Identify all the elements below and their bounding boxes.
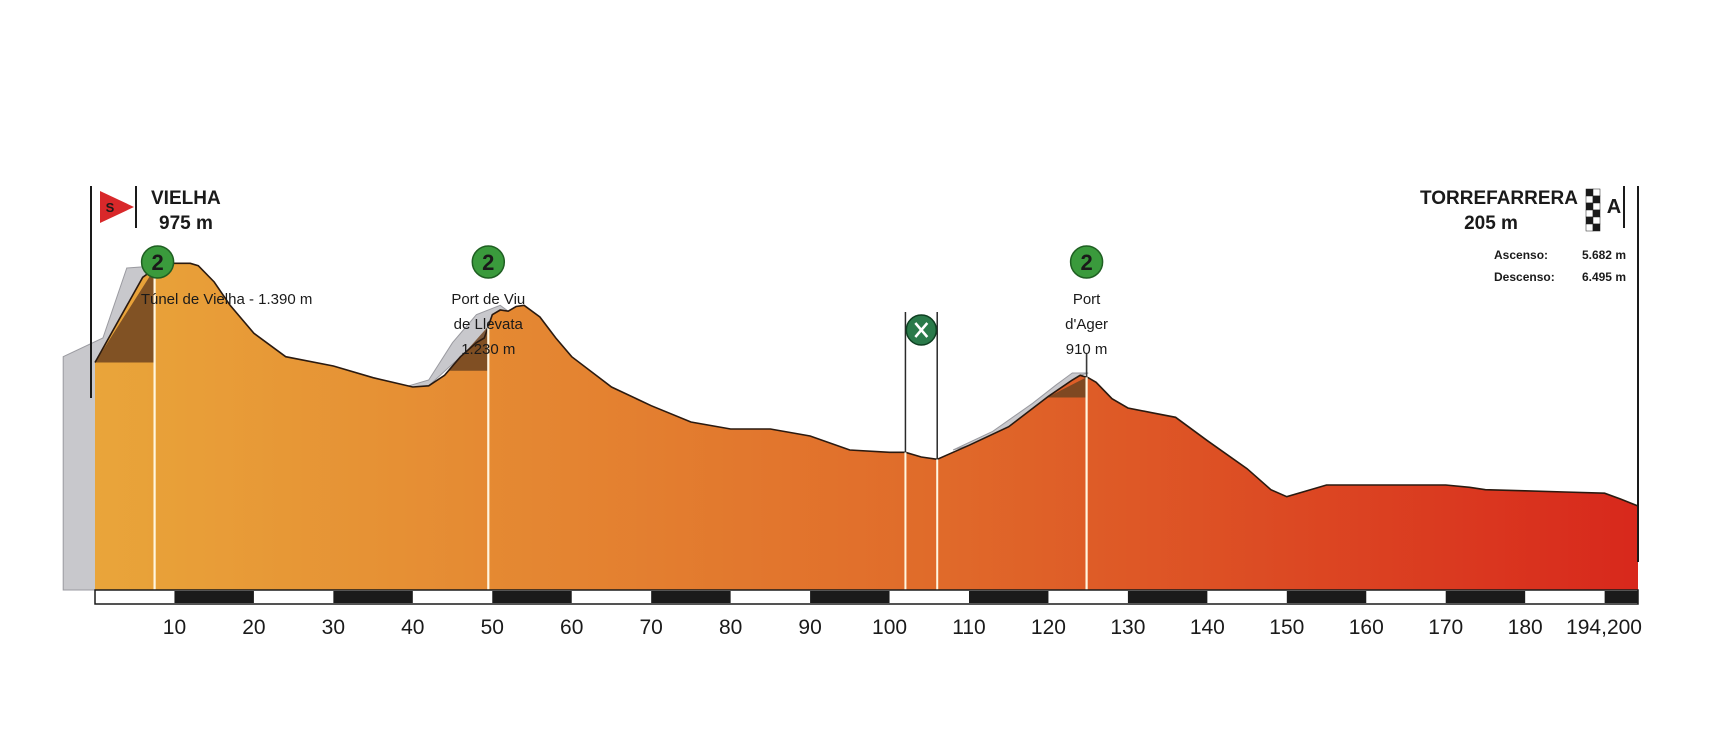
climb-markers: 2 Túnel de Vielha - 1.390 m 2 Port de Viu de… — [140, 245, 1108, 590]
climb-shadow-1 — [448, 326, 489, 371]
x-tick-label: 140 — [1190, 616, 1225, 639]
checker-square — [1585, 209, 1594, 218]
x-tick-label: 10 — [163, 616, 186, 639]
climb-marker-1: 2 Port de Viu de Llevata 1.230 m — [451, 245, 525, 590]
ascent-value: 5.682 m — [1582, 248, 1626, 262]
climb-shadow-layer — [95, 268, 1087, 398]
climb-marker-2: 2 Port d'Ager 910 m — [1065, 245, 1108, 590]
checker-square — [1585, 195, 1594, 204]
x-tick-label: 80 — [719, 616, 742, 639]
ascent-label: Ascenso: — [1494, 248, 1548, 262]
category-number: 2 — [1080, 250, 1092, 275]
checker-square — [1592, 202, 1601, 211]
x-tick-label: 110 — [952, 616, 985, 639]
x-tick-label: 120 — [1031, 616, 1066, 639]
x-tick-label: 170 — [1428, 616, 1463, 639]
x-tick-label: 180 — [1508, 616, 1543, 639]
x-tick-label: 70 — [639, 616, 662, 639]
descent-value: 6.495 m — [1582, 270, 1626, 284]
scale-segment — [968, 591, 1049, 603]
relief-shape-1 — [396, 304, 509, 390]
climb-label-line: 910 m — [1066, 341, 1108, 358]
km-scale-bar — [94, 589, 1639, 605]
finish-town-name: TORREFARRERA — [1420, 188, 1578, 209]
finish-altitude: 205 m — [1464, 213, 1518, 234]
scale-segment — [492, 591, 572, 603]
scale-segment — [174, 591, 254, 603]
checker-square — [1592, 209, 1601, 218]
start-town-name: VIELHA — [151, 188, 221, 209]
scale-segment — [1604, 591, 1638, 603]
checker-square — [1592, 223, 1601, 232]
elevation-profile-area — [95, 263, 1638, 590]
x-tick-label: 150 — [1269, 616, 1304, 639]
category-badge-icon — [140, 245, 175, 279]
start-badge: S — [106, 200, 115, 215]
checker-square — [1592, 216, 1601, 225]
checker-square — [1585, 188, 1594, 197]
feed-zone — [904, 312, 939, 590]
checker-square — [1585, 223, 1594, 232]
scale-segment — [1127, 591, 1208, 603]
x-tick-label: 160 — [1349, 616, 1384, 639]
x-tick-label: 40 — [401, 616, 424, 639]
scale-segment — [333, 591, 413, 603]
climb-shadow-2 — [1046, 377, 1087, 398]
scale-segment — [1286, 591, 1367, 603]
checker-square — [1585, 202, 1594, 211]
checkered-flag-icon — [1585, 188, 1601, 232]
category-number: 2 — [151, 250, 163, 275]
category-badge-icon — [1069, 245, 1104, 279]
x-tick-label: 60 — [560, 616, 583, 639]
x-axis-ticks: 10 20 30 40 50 60 70 80 90 100 110 120 130 140 150 160 1… — [163, 616, 1642, 639]
checker-square — [1585, 216, 1594, 225]
climb-label-line: 1.230 m — [461, 341, 515, 358]
x-tick-label: 100 — [872, 616, 907, 639]
climb-marker-0: 2 Túnel de Vielha - 1.390 m — [140, 245, 313, 590]
climb-label-line: Port — [1073, 291, 1101, 308]
scale-segment — [651, 591, 731, 603]
x-tick-label: 30 — [322, 616, 345, 639]
x-tick-label: 130 — [1110, 616, 1145, 639]
start-flag-icon — [100, 191, 134, 223]
stage-finish: A TORREFARRERA 205 m Ascenso: 5.682 m De… — [1420, 186, 1639, 562]
climb-label-line: de Llevata — [454, 316, 524, 333]
climb-label-line: d'Ager — [1065, 316, 1108, 333]
climb-label-line: Port de Viu — [451, 291, 525, 308]
checker-square — [1592, 195, 1601, 204]
climb-shadow-0 — [95, 268, 155, 363]
category-badge-icon — [471, 245, 506, 279]
finish-badge: A — [1607, 196, 1621, 218]
start-altitude: 975 m — [159, 213, 213, 234]
scale-segment — [1445, 591, 1526, 603]
x-tick-label: 20 — [242, 616, 265, 639]
x-tick-label: 194,200 — [1566, 616, 1642, 639]
x-tick-label: 50 — [481, 616, 504, 639]
elevation-profile-line — [94, 262, 1639, 507]
climb-label-line: Túnel de Vielha - 1.390 m — [141, 291, 313, 308]
category-number: 2 — [482, 250, 494, 275]
checker-square — [1592, 188, 1601, 197]
stage-start: S VIELHA 975 m — [90, 186, 221, 398]
x-tick-label: 90 — [798, 616, 821, 639]
scale-segment — [810, 591, 890, 603]
descent-label: Descenso: — [1494, 270, 1555, 284]
knife-icon — [914, 322, 929, 338]
